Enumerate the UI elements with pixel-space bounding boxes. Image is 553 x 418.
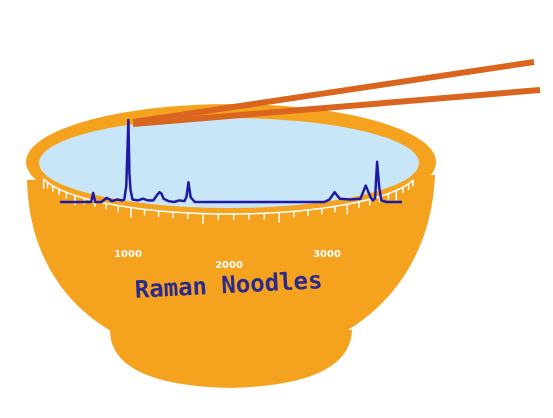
ruler-tick-label: 3000 bbox=[313, 249, 341, 260]
raman-spectrum-line bbox=[60, 118, 402, 204]
ruler-tick-labels: 1000 2000 3000 bbox=[114, 249, 341, 271]
chopstick-upper bbox=[132, 59, 535, 125]
broth-surface bbox=[39, 118, 419, 208]
ruler-tick-label: 1000 bbox=[114, 249, 142, 260]
ruler-tick-label: 2000 bbox=[215, 260, 243, 271]
chopstick-lower bbox=[132, 87, 541, 127]
bowl-body bbox=[27, 175, 435, 362]
